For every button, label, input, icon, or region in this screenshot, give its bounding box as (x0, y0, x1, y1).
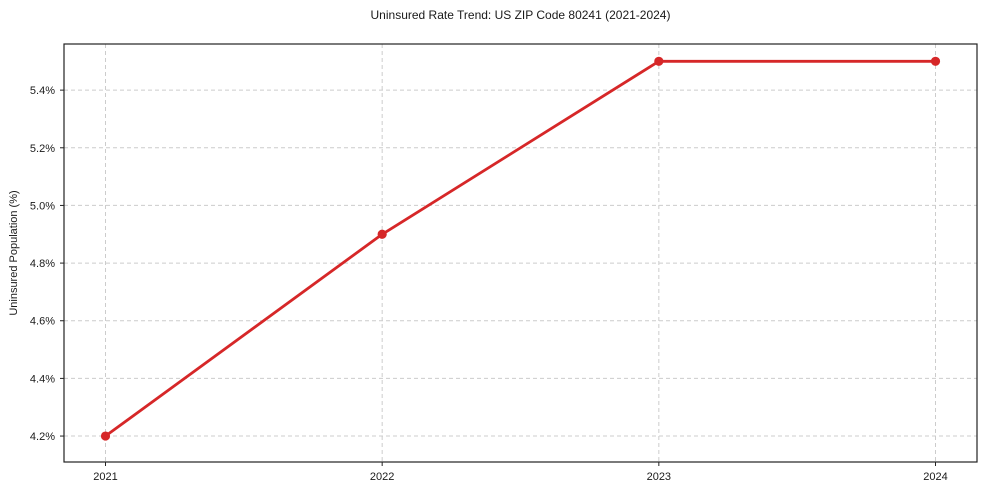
x-tick-label: 2022 (370, 471, 394, 483)
x-tick-label: 2024 (923, 471, 947, 483)
data-point-marker (377, 229, 387, 239)
data-point-marker (100, 431, 111, 441)
y-tick-label: 4.6% (30, 316, 55, 328)
y-tick-label: 4.2% (30, 431, 55, 443)
y-tick-label: 4.8% (30, 258, 55, 270)
y-tick-label: 5.0% (30, 200, 55, 212)
y-tick-label: 5.2% (30, 143, 55, 155)
trend-line (104, 59, 937, 438)
plot-border (63, 43, 978, 463)
x-tick-label: 2023 (647, 471, 671, 483)
y-tick-label: 4.4% (30, 373, 55, 385)
y-tick-label: 5.4% (30, 85, 55, 97)
data-point-marker (654, 56, 664, 66)
chart-title: Uninsured Rate Trend: US ZIP Code 80241 … (370, 8, 671, 22)
data-point-marker (930, 56, 941, 66)
x-tick-label: 2021 (93, 471, 117, 483)
